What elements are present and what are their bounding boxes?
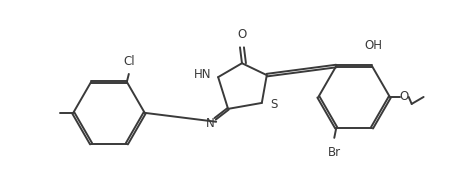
Text: N: N bbox=[206, 117, 215, 130]
Text: O: O bbox=[238, 28, 247, 41]
Text: OH: OH bbox=[364, 39, 382, 52]
Text: S: S bbox=[270, 98, 277, 111]
Text: Br: Br bbox=[328, 146, 341, 159]
Text: Cl: Cl bbox=[123, 55, 134, 68]
Text: O: O bbox=[399, 90, 409, 103]
Text: HN: HN bbox=[194, 68, 211, 81]
